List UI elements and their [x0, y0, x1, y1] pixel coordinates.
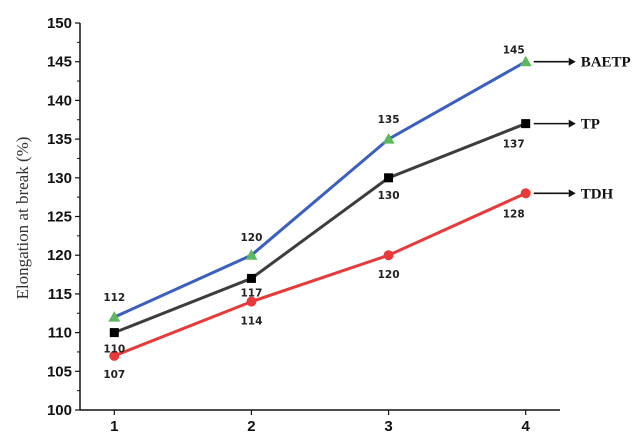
series-name-labels: BAETP TP TDH [533, 55, 631, 202]
y-tick-label: 105 [47, 363, 72, 380]
arrowhead [568, 189, 576, 198]
series-name-baetp: BAETP [581, 55, 631, 71]
point-tp [521, 119, 531, 129]
tick-labels: 100 105 110 115 120 125 130 135 140 145 150 1 2 3 4 [47, 15, 531, 435]
x-tick-label: 3 [384, 418, 392, 435]
point-baetp [519, 55, 532, 67]
data-label-tdh: 114 [240, 316, 262, 328]
data-label-tp: 117 [240, 287, 262, 299]
point-tdh [246, 296, 257, 307]
series-name-tdh: TDH [581, 186, 614, 202]
arrowhead [568, 57, 576, 66]
series-line-tdh [113, 191, 527, 358]
data-labels: 112 120 135 145 110 117 130 137 107 114 120 128 [103, 45, 524, 381]
data-label-tp: 110 [103, 344, 125, 356]
data-label-baetp: 112 [103, 292, 125, 304]
point-baetp [108, 311, 121, 322]
point-tdh [383, 250, 394, 261]
y-tick-label: 130 [47, 170, 72, 187]
series-name-tp: TP [581, 117, 600, 133]
y-tick-label: 125 [47, 209, 72, 226]
point-tdh [520, 188, 531, 199]
data-label-tp: 137 [503, 139, 525, 151]
data-label-baetp: 120 [240, 232, 262, 244]
x-tick-label: 4 [522, 418, 531, 435]
data-label-tdh: 128 [503, 208, 525, 220]
series-line-tp [113, 122, 527, 334]
x-tick-label: 2 [247, 418, 255, 435]
y-tick-label: 110 [48, 325, 72, 342]
data-label-baetp: 135 [378, 114, 400, 126]
point-tp [246, 273, 256, 283]
data-label-tdh: 107 [103, 369, 125, 381]
point-baetp [382, 133, 395, 144]
data-label-tp: 130 [378, 190, 400, 202]
y-tick-label: 140 [47, 92, 72, 109]
y-tick-label: 115 [48, 286, 72, 303]
series-line-baetp [113, 60, 527, 319]
y-tick-label: 135 [47, 131, 72, 148]
point-tp [384, 173, 394, 183]
axes [75, 22, 560, 415]
data-label-baetp: 145 [503, 45, 525, 57]
series-group [108, 55, 532, 361]
x-tick-label: 1 [110, 418, 118, 435]
point-tp [109, 328, 119, 338]
arrowhead [568, 119, 576, 128]
y-tick-label: 145 [47, 54, 72, 71]
y-axis-label: Elongation at break (%) [13, 137, 32, 300]
point-tdh [109, 350, 120, 361]
y-tick-label: 120 [47, 247, 72, 264]
y-tick-label: 100 [47, 402, 72, 419]
data-label-tdh: 120 [378, 269, 400, 281]
point-baetp [245, 249, 258, 260]
y-tick-label: 150 [47, 15, 72, 32]
